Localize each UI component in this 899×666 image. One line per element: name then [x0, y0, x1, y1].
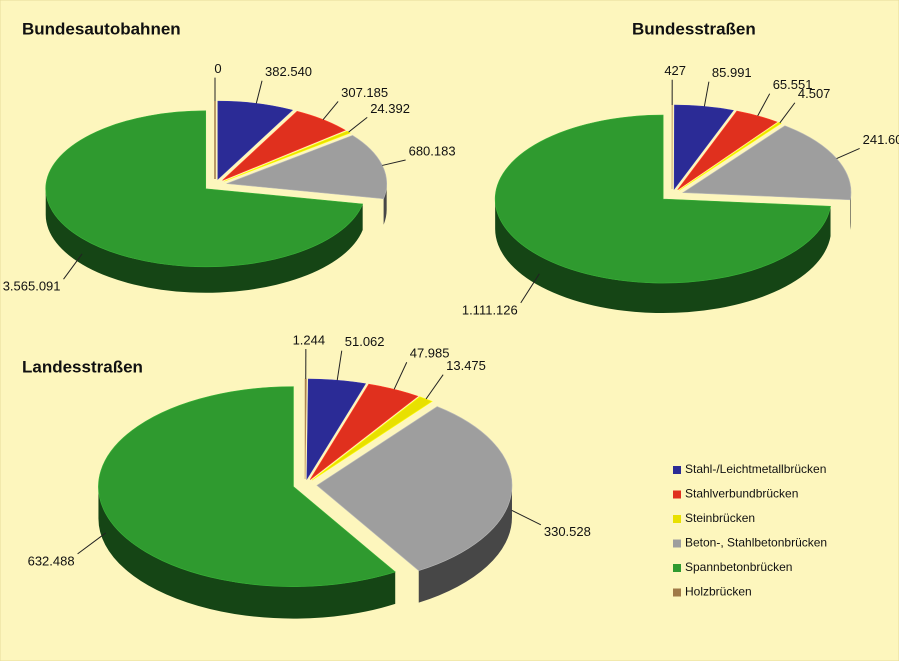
data-label: 1.111.126 — [462, 302, 518, 317]
data-label: 680.183 — [409, 143, 456, 158]
data-label: 241.600 — [863, 132, 899, 147]
data-label: 3.565.091 — [3, 279, 61, 294]
data-label: 13.475 — [446, 358, 486, 373]
data-label: 4.507 — [798, 86, 831, 101]
data-label: 427 — [664, 63, 686, 78]
legend-swatch — [673, 564, 681, 572]
legend-swatch — [673, 515, 681, 523]
chart-title: Landesstraßen — [22, 357, 143, 376]
data-label: 632.488 — [28, 553, 75, 568]
data-label: 47.985 — [410, 346, 450, 361]
data-label: 330.528 — [544, 524, 591, 539]
data-label: 382.540 — [265, 64, 312, 79]
legend-label: Stahlverbundbrücken — [685, 487, 798, 501]
legend-label: Stahl-/Leichtmetallbrücken — [685, 462, 826, 476]
data-label: 1.244 — [293, 332, 326, 347]
data-label: 0 — [214, 61, 221, 76]
legend-swatch — [673, 589, 681, 597]
legend-swatch — [673, 491, 681, 499]
data-label: 85.991 — [712, 65, 752, 80]
data-label: 307.185 — [341, 85, 388, 100]
legend-swatch — [673, 466, 681, 474]
legend-label: Spannbetonbrücken — [685, 560, 792, 574]
chart-title: Bundesstraßen — [632, 19, 756, 38]
data-label: 24.392 — [370, 101, 410, 116]
legend-label: Beton-, Stahlbetonbrücken — [685, 536, 827, 550]
chart-title: Bundesautobahnen — [22, 19, 181, 38]
legend-label: Steinbrücken — [685, 511, 755, 525]
legend-swatch — [673, 540, 681, 548]
data-label: 51.062 — [345, 334, 385, 349]
legend-label: Holzbrücken — [685, 585, 752, 599]
